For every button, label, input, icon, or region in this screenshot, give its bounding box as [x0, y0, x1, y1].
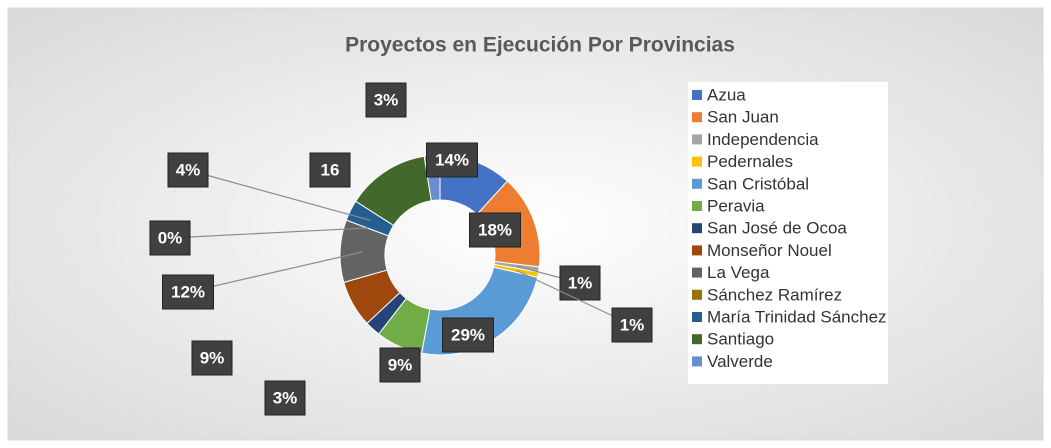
data-label: 29% — [451, 325, 485, 344]
legend-label: Sánchez Ramírez — [707, 285, 842, 304]
data-label: 12% — [171, 282, 205, 301]
label-box — [264, 380, 306, 416]
legend-label: San Juan — [707, 108, 779, 127]
label-box — [469, 212, 521, 248]
legend-swatch — [692, 112, 702, 123]
legend-swatch — [692, 156, 702, 167]
label-box — [442, 317, 494, 353]
legend-swatch — [692, 312, 702, 322]
legend-label: San Cristóbal — [707, 174, 809, 193]
data-label: 9% — [388, 355, 413, 374]
data-label: 18% — [478, 220, 512, 239]
legend-label: Monseñor Nouel — [707, 241, 832, 260]
legend-swatch — [692, 201, 702, 211]
legend-swatch — [692, 223, 702, 234]
legend-label: Valverde — [707, 352, 773, 371]
data-label: 14% — [435, 150, 469, 169]
legend-swatch — [692, 134, 702, 145]
label-box — [167, 152, 209, 188]
label-box — [379, 347, 421, 383]
label-box — [149, 220, 191, 256]
legend-label: San José de Ocoa — [707, 219, 847, 238]
chart-title: Proyectos en Ejecución Por Provincias — [345, 34, 735, 57]
legend-label: La Vega — [707, 263, 770, 282]
legend-label: Pedernales — [707, 152, 793, 171]
legend-swatch — [692, 356, 702, 367]
label-box — [365, 82, 407, 118]
legend-swatch — [692, 178, 702, 189]
data-label: 3% — [273, 388, 298, 407]
label-box — [426, 142, 478, 178]
legend-swatch — [692, 289, 702, 300]
data-label: 16 — [321, 160, 340, 179]
label-box — [162, 274, 214, 310]
legend-label: Santiago — [707, 330, 774, 349]
legend-label: María Trinidad Sánchez — [707, 307, 887, 326]
legend-box — [688, 82, 888, 384]
data-label: 9% — [200, 348, 225, 367]
legend-label: Azua — [707, 85, 746, 104]
data-label: 0% — [158, 228, 183, 247]
legend-swatch — [692, 90, 702, 100]
label-box — [191, 340, 233, 376]
data-label: 4% — [176, 160, 201, 179]
label-box — [611, 307, 653, 343]
legend-label: Independencia — [707, 130, 819, 149]
leader-line — [187, 169, 371, 222]
data-label: 1% — [568, 273, 593, 292]
legend-swatch — [692, 267, 702, 278]
legend-swatch — [692, 334, 702, 345]
leader-line — [169, 227, 368, 239]
data-label: 1% — [620, 315, 645, 334]
label-box — [309, 152, 351, 188]
legend-swatch — [692, 245, 702, 256]
leader-line — [187, 251, 363, 293]
data-label: 3% — [374, 90, 399, 109]
legend-label: Peravia — [707, 196, 765, 215]
